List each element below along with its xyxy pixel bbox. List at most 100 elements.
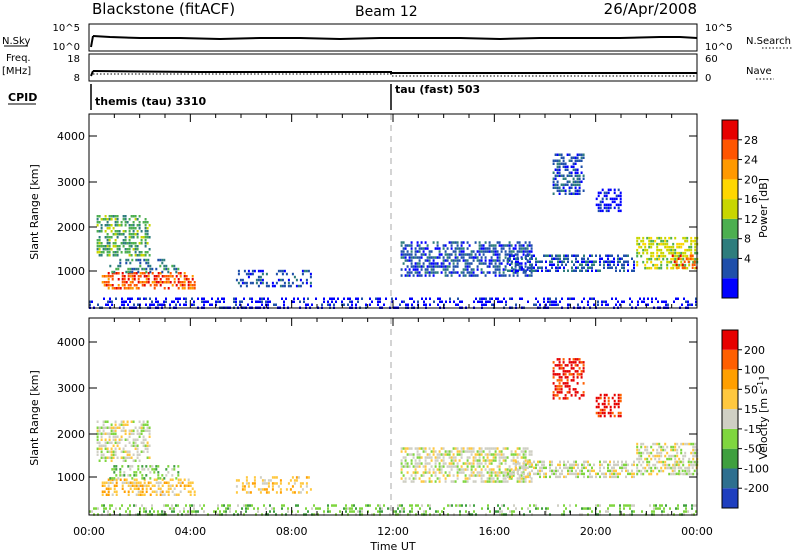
scatter-cell [434, 480, 437, 483]
scatter-cell [165, 474, 168, 477]
scatter-cell [96, 441, 99, 444]
scatter-cell [566, 174, 569, 177]
scatter-cell [418, 447, 421, 450]
scatter-cell [128, 224, 131, 227]
scatter-cell [566, 180, 569, 183]
scatter-cell [531, 463, 533, 467]
scatter-cell [132, 221, 135, 224]
scatter-cell [562, 373, 565, 376]
scatter-cell [425, 297, 427, 300]
scatter-cell [430, 456, 433, 459]
scatter-cell [566, 168, 569, 171]
scatter-cell [687, 257, 690, 260]
scatter-cell [110, 423, 113, 426]
scatter-cell [283, 303, 285, 306]
scatter-cell [613, 405, 616, 409]
scatter-cell [566, 165, 569, 168]
scatter-cell [559, 300, 561, 303]
scatter-cell [510, 468, 513, 471]
scatter-cell [518, 268, 521, 271]
scatter-cell [665, 504, 667, 507]
scatter-cell [553, 263, 555, 266]
scatter-cell [143, 481, 146, 484]
scatter-cell [597, 472, 599, 476]
scatter-cell [89, 510, 91, 513]
scatter-cell [133, 272, 136, 275]
scatter-cell [446, 465, 449, 468]
velocity-y-tick-2000: 2000 [57, 428, 85, 441]
scatter-cell [552, 192, 555, 195]
scatter-cell [613, 263, 615, 266]
scatter-cell [613, 466, 615, 470]
scatter-cell [566, 391, 569, 394]
scatter-cell [197, 297, 199, 300]
scatter-cell [582, 370, 585, 373]
scatter-cell [397, 504, 399, 507]
scatter-cell [293, 482, 296, 485]
scatter-cell [418, 477, 421, 480]
scatter-cell [121, 484, 124, 487]
scatter-cell [108, 450, 111, 453]
scatter-cell [165, 490, 168, 493]
scatter-cell [177, 281, 180, 284]
scatter-cell [551, 463, 553, 467]
scatter-cell [488, 462, 491, 465]
scatter-cell [127, 278, 130, 281]
scatter-cell [122, 245, 125, 248]
scatter-cell [627, 263, 629, 266]
scatter-cell [183, 278, 186, 281]
power-x-tick-marks [88, 114, 698, 308]
scatter-cell [422, 250, 425, 253]
scatter-cell [137, 258, 140, 262]
scatter-cell [106, 218, 109, 221]
scatter-cell [442, 459, 445, 462]
scatter-cell [235, 485, 238, 488]
scatter-cell [525, 475, 527, 479]
scatter-cell [96, 248, 99, 251]
scatter-cell [121, 487, 124, 490]
scatter-cell [619, 510, 621, 513]
scatter-cell [140, 426, 143, 429]
scatter-cell [447, 504, 449, 507]
scatter-cell [638, 469, 641, 473]
scatter-cell [683, 297, 685, 300]
scatter-cell [638, 251, 641, 255]
scatter-cell [319, 507, 321, 510]
scatter-cell [528, 450, 531, 453]
scatter-cell [422, 247, 425, 250]
scatter-cell [690, 236, 693, 240]
scatter-cell [461, 300, 463, 303]
scatter-cell [572, 192, 575, 195]
scatter-cell [454, 259, 457, 262]
scatter-cell [144, 227, 147, 230]
scatter-cell [678, 254, 681, 258]
scatter-cell [554, 153, 557, 156]
scatter-cell [436, 247, 439, 250]
scatter-cell [517, 260, 519, 263]
scatter-cell [545, 507, 547, 510]
scatter-cell [106, 242, 109, 245]
scatter-cell [418, 256, 421, 259]
scatter-cell [406, 447, 409, 450]
scatter-cell [410, 247, 413, 250]
scatter-cell [593, 260, 595, 263]
scatter-cell [520, 480, 523, 483]
scatter-cell [118, 245, 121, 248]
scatter-cell [450, 480, 453, 483]
scatter-cell [519, 266, 521, 269]
scatter-cell [671, 254, 674, 257]
scatter-cell [138, 242, 141, 245]
scatter-cell [104, 224, 107, 227]
scatter-cell [287, 507, 289, 510]
scatter-cell [621, 266, 623, 269]
scatter-cell [652, 254, 655, 258]
scatter-cell [640, 245, 643, 249]
scatter-cell [480, 471, 483, 474]
scatter-cell [470, 256, 473, 259]
scatter-cell [129, 474, 132, 477]
scatter-cell [410, 462, 413, 465]
scatter-cell [96, 239, 99, 242]
scatter-cell [408, 256, 411, 259]
scatter-cell [452, 462, 455, 465]
scatter-cell [680, 448, 683, 452]
